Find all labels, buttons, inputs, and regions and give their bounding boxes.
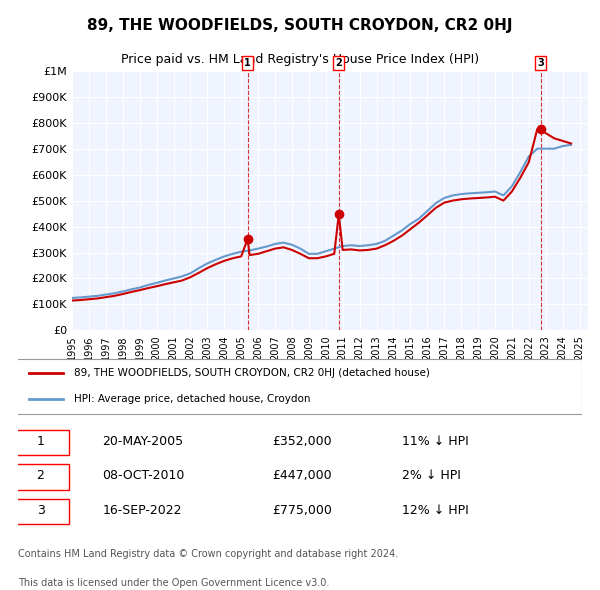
Text: 89, THE WOODFIELDS, SOUTH CROYDON, CR2 0HJ: 89, THE WOODFIELDS, SOUTH CROYDON, CR2 0… bbox=[87, 18, 513, 32]
FancyBboxPatch shape bbox=[7, 359, 582, 414]
Text: 20-MAY-2005: 20-MAY-2005 bbox=[103, 435, 184, 448]
Text: 3: 3 bbox=[538, 58, 544, 68]
Text: 2% ↓ HPI: 2% ↓ HPI bbox=[401, 469, 460, 482]
Text: 1: 1 bbox=[37, 435, 44, 448]
Text: 12% ↓ HPI: 12% ↓ HPI bbox=[401, 504, 468, 517]
FancyBboxPatch shape bbox=[13, 430, 69, 455]
Text: 3: 3 bbox=[37, 504, 44, 517]
Text: 89, THE WOODFIELDS, SOUTH CROYDON, CR2 0HJ (detached house): 89, THE WOODFIELDS, SOUTH CROYDON, CR2 0… bbox=[74, 369, 430, 378]
Text: 2: 2 bbox=[335, 58, 342, 68]
Text: £775,000: £775,000 bbox=[272, 504, 332, 517]
Text: 08-OCT-2010: 08-OCT-2010 bbox=[103, 469, 185, 482]
Text: Contains HM Land Registry data © Crown copyright and database right 2024.: Contains HM Land Registry data © Crown c… bbox=[18, 549, 398, 559]
Text: Price paid vs. HM Land Registry's House Price Index (HPI): Price paid vs. HM Land Registry's House … bbox=[121, 53, 479, 66]
Text: £447,000: £447,000 bbox=[272, 469, 331, 482]
Text: 11% ↓ HPI: 11% ↓ HPI bbox=[401, 435, 468, 448]
FancyBboxPatch shape bbox=[13, 464, 69, 490]
Text: 1: 1 bbox=[244, 58, 251, 68]
Text: 2: 2 bbox=[37, 469, 44, 482]
Text: This data is licensed under the Open Government Licence v3.0.: This data is licensed under the Open Gov… bbox=[18, 578, 329, 588]
Text: HPI: Average price, detached house, Croydon: HPI: Average price, detached house, Croy… bbox=[74, 395, 311, 404]
Text: 16-SEP-2022: 16-SEP-2022 bbox=[103, 504, 182, 517]
Text: £352,000: £352,000 bbox=[272, 435, 331, 448]
FancyBboxPatch shape bbox=[13, 499, 69, 524]
